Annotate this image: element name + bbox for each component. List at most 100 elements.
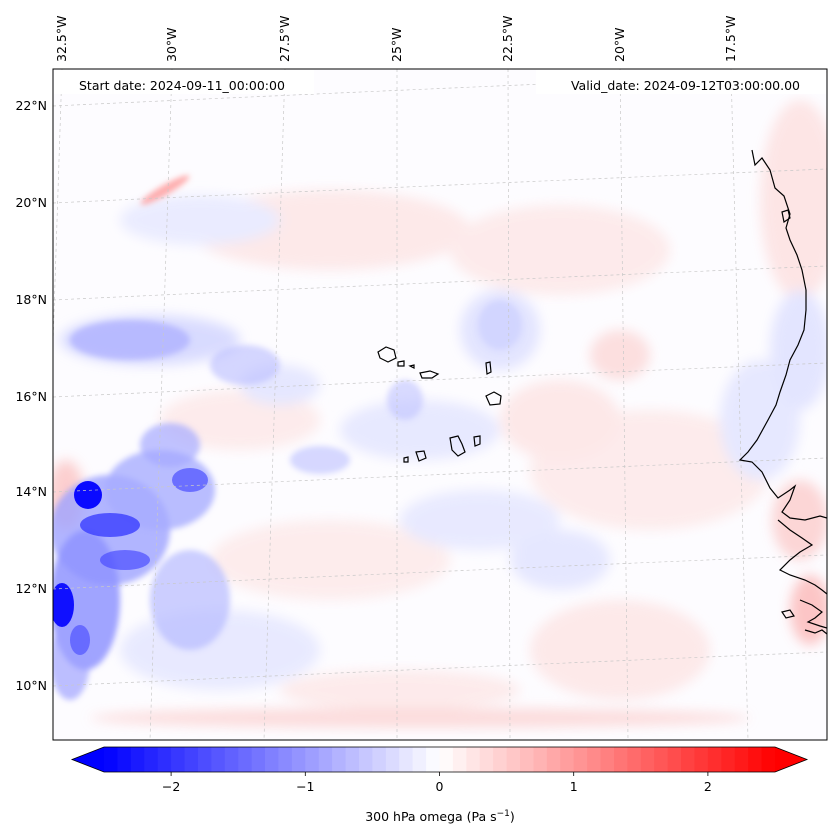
coastal-islet-1	[781, 209, 791, 223]
graticule	[53, 69, 827, 740]
valid-date-label: Valid_date: 2024-09-12T03:00:00.00	[571, 78, 800, 93]
colorbar-segment	[640, 747, 655, 772]
coastlines	[377, 149, 827, 635]
colorbar	[70, 746, 809, 773]
colorbar-tick-label: −2	[162, 779, 180, 794]
parallel-line	[53, 71, 827, 107]
fogo-island	[415, 450, 427, 462]
colorbar-segment	[157, 747, 172, 772]
boa-vista-island	[485, 391, 502, 406]
colorbar-segment	[667, 747, 682, 772]
latitude-labels: 22°N 20°N 18°N 16°N 14°N 12°N 10°N	[15, 98, 47, 693]
colorbar-segment	[251, 747, 266, 772]
colorbar-extend-max	[775, 747, 807, 772]
lon-tick-label: 17.5°W	[723, 16, 738, 62]
colorbar-outline	[70, 746, 809, 773]
parallel-line	[53, 457, 827, 493]
sao-nicolau-island	[419, 370, 440, 379]
longitude-labels: 32.5°W 30°W 27.5°W 25°W 22.5°W 20°W 17.5°W	[54, 16, 738, 62]
guinea-coastline	[799, 599, 827, 629]
bissau-coastline	[777, 519, 827, 595]
parallel-line	[53, 265, 827, 301]
colorbar-label: 300 hPa omega (Pa s−1)	[365, 809, 515, 824]
colorbar-segment	[117, 747, 132, 772]
colorbar-segment	[493, 747, 508, 772]
lon-tick-label: 27.5°W	[277, 16, 292, 62]
colorbar-segment	[613, 747, 628, 772]
colorbar-segment	[372, 747, 387, 772]
valid-date-box	[536, 70, 826, 94]
colorbar-segment	[291, 747, 306, 772]
colorbar-segment	[761, 747, 776, 772]
colorbar-segment	[399, 747, 414, 772]
sierra-coast	[804, 629, 827, 635]
lat-tick-label: 10°N	[15, 678, 47, 693]
colorbar-segment	[654, 747, 669, 772]
maio-island	[473, 435, 481, 447]
colorbar-segment	[694, 747, 709, 772]
colorbar-segment	[184, 747, 199, 772]
meridian-line	[730, 69, 749, 740]
colorbar-segment	[748, 747, 763, 772]
colorbar-segment	[144, 747, 159, 772]
lat-tick-label: 18°N	[15, 292, 47, 307]
lon-tick-label: 30°W	[164, 27, 179, 62]
parallel-line	[53, 168, 827, 204]
colorbar-segment	[707, 747, 722, 772]
colorbar-ticks: −2 −1 0 1 2	[162, 772, 712, 794]
colorbar-segment	[520, 747, 535, 772]
parallel-line	[53, 651, 827, 687]
colorbar-segment	[171, 747, 186, 772]
meridian-line	[263, 69, 286, 740]
lat-tick-label: 16°N	[15, 389, 47, 404]
meridian-line	[619, 69, 629, 740]
sal-island	[485, 361, 492, 375]
meridian-line	[149, 69, 173, 740]
colorbar-segment	[546, 747, 561, 772]
colorbar-segment	[278, 747, 293, 772]
colorbar-extend-min	[72, 747, 104, 772]
lon-tick-label: 20°W	[612, 27, 627, 62]
santa-luzia-island	[408, 364, 415, 369]
colorbar-segment	[412, 747, 427, 772]
lon-tick-label: 25°W	[389, 27, 404, 62]
colorbar-segment	[130, 747, 145, 772]
lon-tick-label: 32.5°W	[54, 16, 69, 62]
colorbar-segment	[573, 747, 588, 772]
lat-tick-label: 20°N	[15, 195, 47, 210]
colorbar-segment	[533, 747, 548, 772]
africa-coastline	[738, 149, 827, 521]
colorbar-segment	[466, 747, 481, 772]
colorbar-segment	[265, 747, 280, 772]
colorbar-segment	[197, 747, 212, 772]
colorbar-tick-label: 1	[570, 779, 578, 794]
colorbar-segment	[104, 747, 119, 772]
coastal-islet-2	[781, 609, 795, 619]
colorbar-segment	[305, 747, 320, 772]
santiago-island	[449, 435, 466, 457]
omega-field	[53, 100, 827, 728]
colorbar-tick-label: 0	[436, 779, 444, 794]
lat-tick-label: 22°N	[15, 98, 47, 113]
colorbar-segment	[721, 747, 736, 772]
colorbar-segment	[479, 747, 494, 772]
parallel-line	[53, 554, 827, 590]
colorbar-segment	[358, 747, 373, 772]
colorbar-segment	[224, 747, 239, 772]
colorbar-segment	[318, 747, 333, 772]
colorbar-segment	[238, 747, 253, 772]
colorbar-segment	[587, 747, 602, 772]
sao-vicente-island	[397, 360, 405, 367]
start-date-label: Start date: 2024-09-11_00:00:00	[79, 78, 285, 93]
parallel-line	[53, 362, 827, 398]
lat-tick-label: 14°N	[15, 484, 47, 499]
colorbar-segment	[734, 747, 749, 772]
colorbar-tick-label: 2	[704, 779, 712, 794]
map-frame	[52, 68, 828, 741]
colorbar-segment	[385, 747, 400, 772]
colorbar-segment	[600, 747, 615, 772]
brava-island	[403, 456, 409, 463]
colorbar-segment	[332, 747, 347, 772]
colorbar-tick-label: −1	[296, 779, 314, 794]
